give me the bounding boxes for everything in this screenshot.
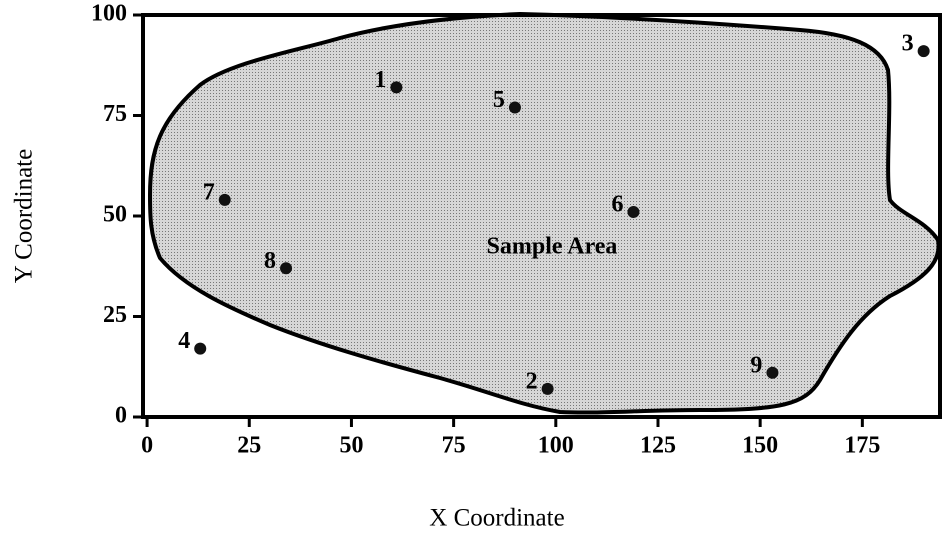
point xyxy=(541,382,554,395)
x-tick-label: 100 xyxy=(538,433,574,459)
x-tick-label: 175 xyxy=(844,433,880,459)
point-label: 4 xyxy=(178,328,190,354)
point-label: 7 xyxy=(203,179,215,205)
point xyxy=(280,262,293,275)
point-label: 1 xyxy=(374,67,386,93)
x-tick-label: 150 xyxy=(742,433,778,459)
point xyxy=(627,205,640,218)
point xyxy=(194,342,207,355)
annotation: Sample Area xyxy=(487,234,618,260)
y-tick-label: 25 xyxy=(103,302,127,328)
point-label: 6 xyxy=(611,191,623,217)
point-label: 2 xyxy=(526,368,538,394)
point xyxy=(917,45,930,58)
y-axis-title: Y Coordinate xyxy=(11,149,38,283)
x-tick-label: 125 xyxy=(640,433,676,459)
x-axis-title: X Coordinate xyxy=(429,505,564,532)
y-tick-label: 100 xyxy=(91,1,127,27)
y-tick-label: 75 xyxy=(103,101,127,127)
point-label: 5 xyxy=(493,87,505,113)
y-tick-label: 0 xyxy=(115,403,127,429)
x-tick-label: 25 xyxy=(237,433,261,459)
x-tick-label: 75 xyxy=(442,433,466,459)
x-tick-label: 50 xyxy=(339,433,363,459)
point xyxy=(766,366,779,379)
point-label: 3 xyxy=(902,31,914,57)
point xyxy=(508,101,521,114)
point-label: 8 xyxy=(264,248,276,274)
point-label: 9 xyxy=(750,352,762,378)
sample-area xyxy=(147,11,941,415)
point xyxy=(218,193,231,206)
point xyxy=(390,81,403,94)
x-tick-label: 0 xyxy=(141,433,153,459)
y-tick-label: 50 xyxy=(103,202,127,228)
